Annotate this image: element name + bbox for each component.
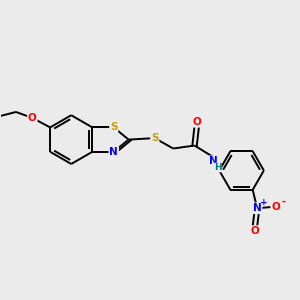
Text: O: O — [271, 202, 280, 212]
Text: +: + — [260, 198, 268, 207]
Text: S: S — [151, 133, 158, 143]
Text: -: - — [281, 196, 285, 206]
Text: S: S — [110, 122, 118, 132]
Text: H: H — [214, 163, 222, 172]
Text: N: N — [209, 156, 218, 166]
Text: O: O — [250, 226, 259, 236]
Text: N: N — [253, 203, 262, 213]
Text: O: O — [193, 117, 201, 127]
Text: O: O — [28, 113, 37, 123]
Text: N: N — [110, 147, 118, 157]
